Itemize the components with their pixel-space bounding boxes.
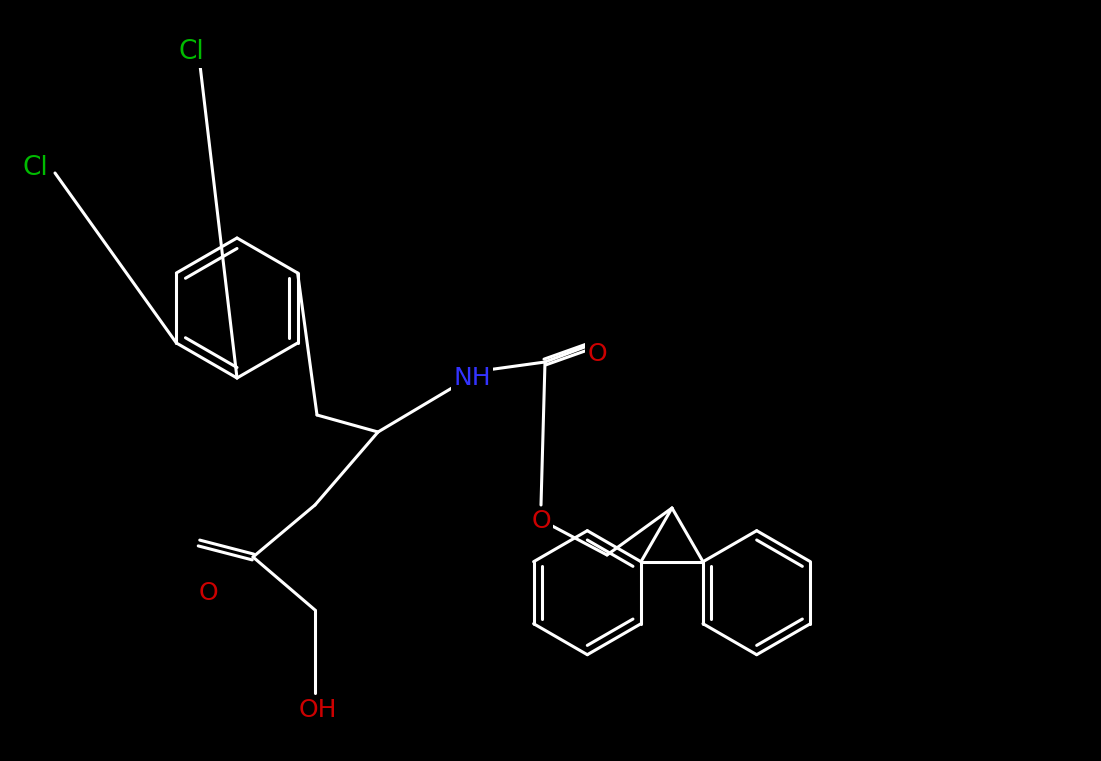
Text: O: O: [198, 581, 218, 605]
Text: O: O: [587, 342, 607, 366]
Text: NH: NH: [454, 366, 491, 390]
Text: Cl: Cl: [22, 155, 47, 181]
Text: OH: OH: [298, 698, 337, 722]
Text: O: O: [531, 509, 550, 533]
Text: Cl: Cl: [178, 39, 204, 65]
